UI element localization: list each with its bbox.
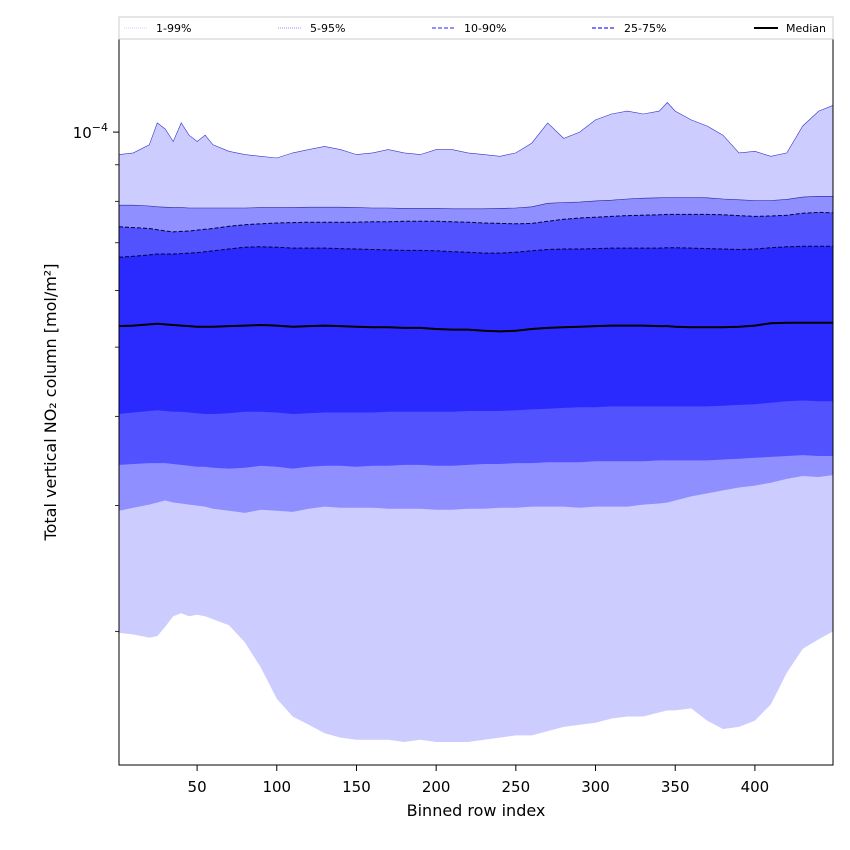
legend-label: Median	[786, 22, 826, 35]
band-upper-edge	[119, 196, 833, 210]
x-tick-label: 100	[262, 778, 291, 796]
legend-label: 10-90%	[464, 22, 506, 35]
median-line	[119, 321, 833, 333]
x-axis-ticks: 50 100 150 200 250 300 350 400	[188, 765, 770, 796]
x-tick-label: 150	[342, 778, 371, 796]
x-tick-label: 350	[661, 778, 690, 796]
x-tick-label: 200	[422, 778, 451, 796]
y-axis-label: Total vertical NO₂ column [mol/m²]	[41, 264, 60, 542]
y-tick-label: 10−4	[73, 121, 108, 142]
x-axis-label: Binned row index	[407, 801, 546, 820]
legend-items: 1-99% 5-95% 10-90% 25-75% Median	[124, 22, 826, 35]
band-edges	[119, 102, 833, 258]
x-tick-label: 50	[188, 778, 207, 796]
bands	[119, 102, 833, 742]
x-tick-label: 250	[502, 778, 531, 796]
y-tick-base: 10	[73, 124, 92, 142]
legend-label: 5-95%	[310, 22, 345, 35]
legend-frame	[118, 16, 834, 40]
legend-label: 1-99%	[156, 22, 191, 35]
legend-label: 25-75%	[624, 22, 666, 35]
band-upper-edge	[119, 245, 833, 258]
x-tick-label: 400	[741, 778, 770, 796]
y-tick-exponent: −4	[92, 121, 108, 134]
band-upper-edge	[119, 211, 833, 233]
y-minor-ticks	[115, 164, 119, 632]
y-axis-ticks: 10−4	[73, 121, 119, 632]
x-tick-label: 300	[581, 778, 610, 796]
band-upper-edge	[119, 102, 833, 159]
legend: 1-99% 5-95% 10-90% 25-75% Median	[118, 16, 834, 40]
